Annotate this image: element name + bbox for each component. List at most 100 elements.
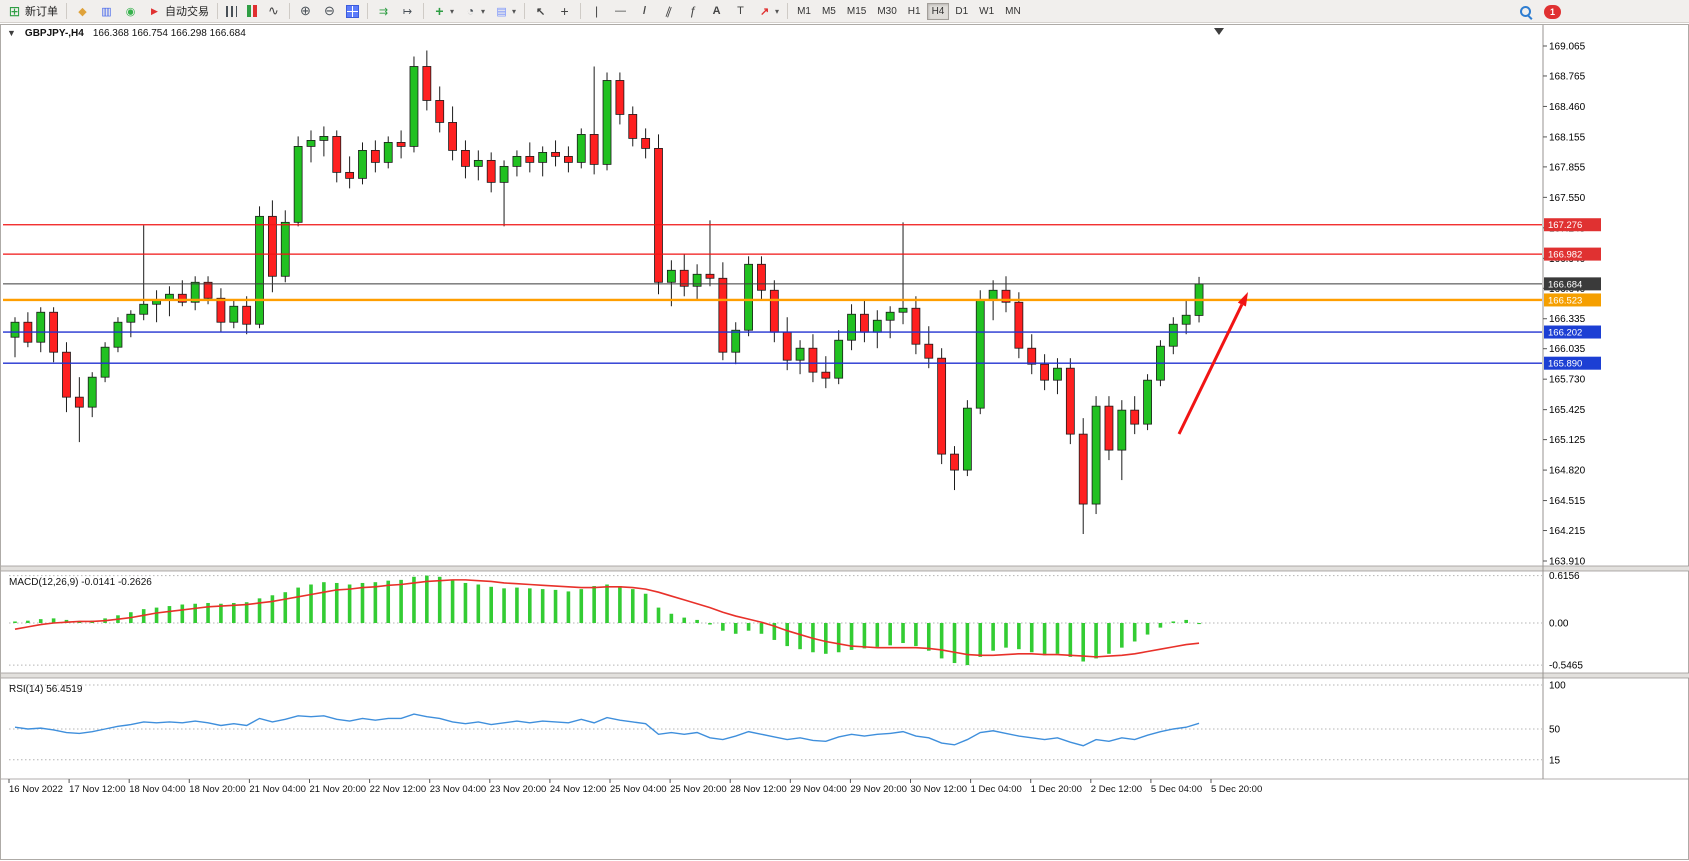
svg-text:18 Nov 04:00: 18 Nov 04:00: [129, 784, 186, 795]
periods-icon: [463, 4, 478, 19]
metaeditor-button[interactable]: [71, 2, 94, 21]
indicators-button[interactable]: [428, 2, 458, 21]
resistance-line-2-badge: [1544, 247, 1601, 261]
chart-legend: GBPJPY-,H4 166.368 166.754 166.298 166.6…: [7, 28, 246, 39]
chart-window: 169.065 168.765 168.460 168.155 167.855 167.5…: [0, 24, 1689, 860]
timeframe-d1-button[interactable]: D1: [950, 3, 973, 20]
svg-text:16 Nov 2022: 16 Nov 2022: [9, 784, 63, 795]
svg-text:21 Nov 04:00: 21 Nov 04:00: [249, 784, 306, 795]
svg-text:168.765: 168.765: [1549, 71, 1586, 82]
zoom-in-icon: [298, 4, 313, 19]
chart-profile-button[interactable]: [95, 2, 118, 21]
zoom-in-button[interactable]: [294, 2, 317, 21]
templates-icon: [494, 4, 509, 19]
channel-button[interactable]: [657, 2, 680, 21]
fibonacci-icon: [685, 4, 700, 19]
chart-profile-icon: [99, 4, 114, 19]
indicators-icon: [432, 4, 447, 19]
chart-canvas[interactable]: 169.065 168.765 168.460 168.155 167.855 167.5…: [1, 25, 1689, 861]
crosshair-button[interactable]: [553, 2, 576, 21]
bars-chart-button[interactable]: [222, 2, 241, 21]
auto-scroll-icon: [376, 4, 391, 19]
rsi-label: RSI(14) 56.4519: [9, 684, 83, 695]
svg-text:24 Nov 12:00: 24 Nov 12:00: [550, 784, 607, 795]
cursor-button[interactable]: [529, 2, 552, 21]
trend-arrow-annotation[interactable]: [1177, 292, 1248, 435]
dropdown-caret-icon: [512, 5, 516, 17]
notification-badge[interactable]: 1: [1543, 4, 1561, 19]
templates-button[interactable]: [490, 2, 520, 21]
trendline-icon: [637, 4, 652, 19]
svg-text:164.215: 164.215: [1549, 526, 1586, 537]
mql5-community-button[interactable]: [119, 2, 142, 21]
new-order-icon: [7, 4, 22, 19]
toolbar-separator: [66, 3, 67, 19]
price-lines-layer[interactable]: [3, 224, 1542, 364]
zoom-out-button[interactable]: [318, 2, 341, 21]
svg-text:169.065: 169.065: [1549, 42, 1586, 53]
trendline-button[interactable]: [633, 2, 656, 21]
svg-text:0.00: 0.00: [1549, 619, 1569, 630]
line-chart-button[interactable]: [262, 2, 285, 21]
arrows-icon: [757, 4, 772, 19]
svg-text:29 Nov 20:00: 29 Nov 20:00: [850, 784, 907, 795]
svg-text:164.820: 164.820: [1549, 466, 1586, 477]
timeframe-mn-button[interactable]: MN: [1000, 3, 1026, 20]
chart-shift-icon: [400, 4, 415, 19]
svg-text:166.035: 166.035: [1549, 344, 1586, 355]
toolbar-right-group: 1: [1517, 3, 1561, 20]
arrows-button[interactable]: [753, 2, 783, 21]
svg-text:100: 100: [1549, 681, 1566, 692]
candlestick-chart-button[interactable]: [242, 2, 261, 21]
metaeditor-icon: [75, 4, 90, 19]
timeframe-h4-button[interactable]: H4: [926, 2, 950, 20]
timeframe-m5-button[interactable]: M5: [817, 3, 841, 20]
price-axis[interactable]: 169.065 168.765 168.460 168.155 167.855 167.5…: [1542, 25, 1601, 779]
svg-text:167.855: 167.855: [1549, 162, 1586, 173]
svg-text:163.910: 163.910: [1549, 557, 1586, 568]
timeframe-h1-button[interactable]: H1: [903, 3, 926, 20]
cursor-icon: [533, 4, 548, 19]
horizontal-line-icon: [613, 4, 628, 19]
timeframe-w1-button[interactable]: W1: [974, 3, 999, 20]
candlesticks-layer: [10, 50, 1204, 535]
svg-text:5 Dec 04:00: 5 Dec 04:00: [1151, 784, 1202, 795]
text-button[interactable]: [705, 2, 728, 21]
svg-text:22 Nov 12:00: 22 Nov 12:00: [370, 784, 427, 795]
line-chart-icon: [266, 4, 281, 19]
toolbar-separator: [289, 3, 290, 19]
one-click-trading-toggle[interactable]: [7, 28, 16, 39]
timeframe-m15-button[interactable]: M15: [842, 3, 871, 20]
rsi-line: [14, 713, 1200, 747]
auto-scroll-button[interactable]: [372, 2, 395, 21]
search-icon[interactable]: [1517, 3, 1534, 20]
svg-text:25 Nov 20:00: 25 Nov 20:00: [670, 784, 727, 795]
resistance-line-1-badge: [1544, 218, 1601, 232]
svg-text:167.550: 167.550: [1549, 193, 1586, 204]
crosshair-icon: [557, 4, 572, 19]
horizontal-line-button[interactable]: [609, 2, 632, 21]
support-line-1-badge: [1544, 325, 1601, 339]
svg-text:164.515: 164.515: [1549, 496, 1586, 507]
svg-text:23 Nov 20:00: 23 Nov 20:00: [490, 784, 547, 795]
chart-shift-marker-icon[interactable]: [1214, 28, 1224, 35]
channel-icon: [661, 4, 676, 19]
timeframe-m1-button[interactable]: M1: [792, 3, 816, 20]
toolbar-separator: [367, 3, 368, 19]
timeframe-m30-button[interactable]: M30: [872, 3, 901, 20]
text-label-button[interactable]: [729, 2, 752, 21]
time-axis[interactable]: 16 Nov 2022 17 Nov 12:00 18 Nov 04:00 18 No…: [8, 779, 1262, 795]
fibonacci-button[interactable]: [681, 2, 704, 21]
svg-text:165.730: 165.730: [1549, 375, 1586, 386]
text-icon: [709, 4, 724, 19]
new-order-button[interactable]: 新订单: [3, 2, 62, 21]
svg-text:30 Nov 12:00: 30 Nov 12:00: [911, 784, 968, 795]
periods-button[interactable]: [459, 2, 489, 21]
vertical-line-button[interactable]: [585, 2, 608, 21]
tile-windows-button[interactable]: [342, 2, 363, 21]
svg-text:0.6156: 0.6156: [1549, 571, 1580, 582]
panel-separators[interactable]: [1, 565, 1689, 780]
chart-shift-button[interactable]: [396, 2, 419, 21]
autotrading-icon: [147, 4, 162, 19]
autotrading-button[interactable]: 自动交易: [143, 2, 213, 21]
